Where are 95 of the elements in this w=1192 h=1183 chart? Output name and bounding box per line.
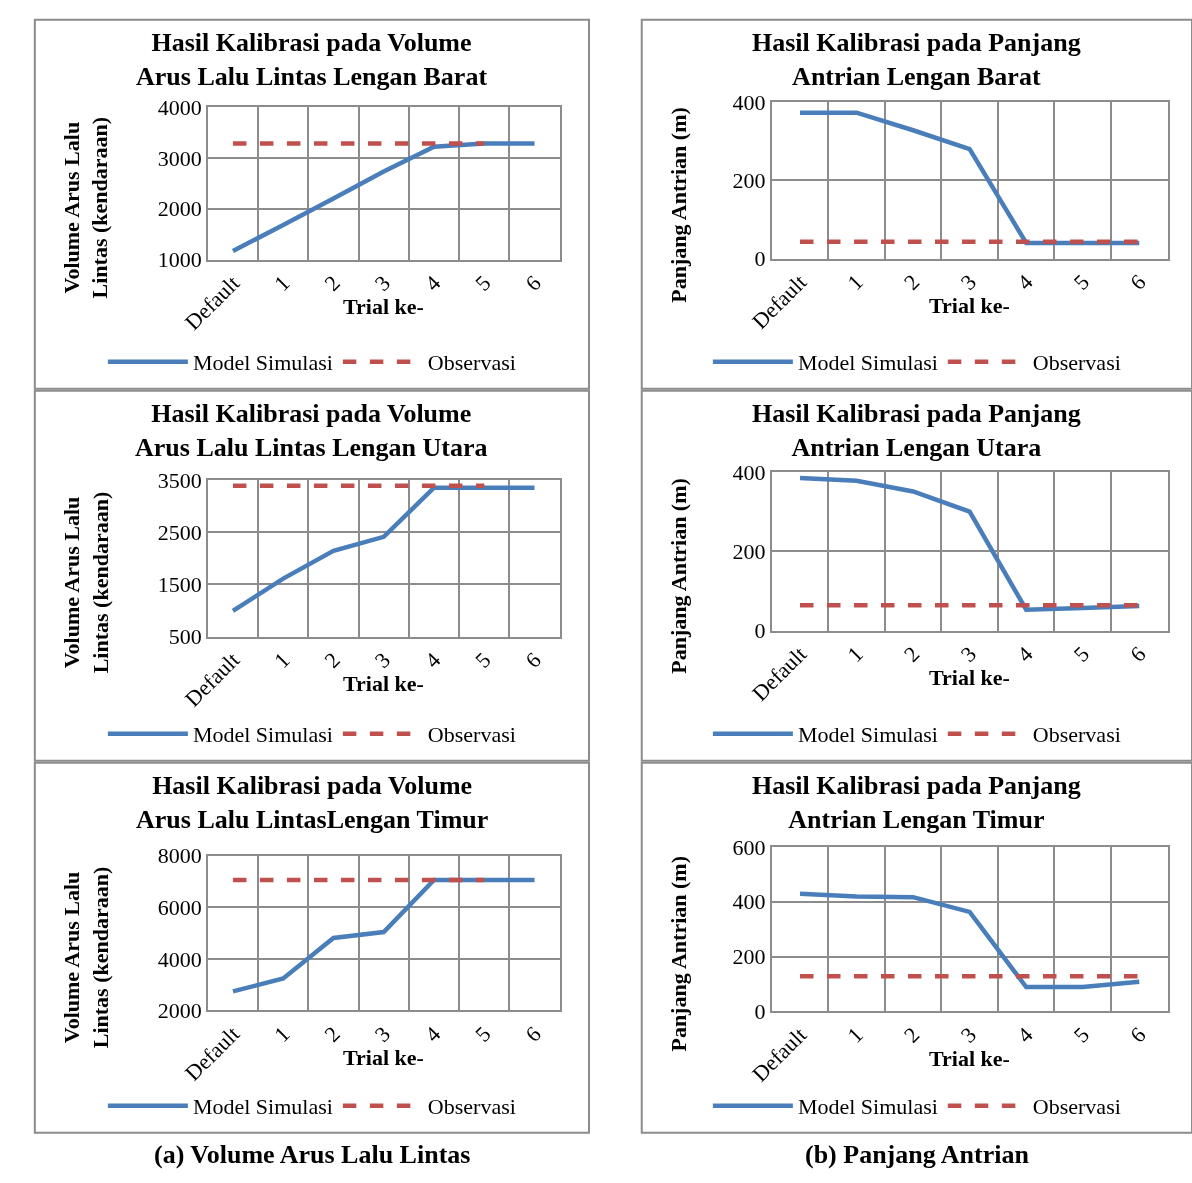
x-tick-label: 5 [470, 1021, 496, 1047]
x-tick-label: 2 [898, 269, 925, 295]
x-tick-label: 6 [1125, 269, 1151, 295]
x-tick-label: 3 [955, 269, 981, 295]
x-tick-label: 6 [1125, 1022, 1151, 1048]
x-tick-label: 4 [419, 647, 446, 673]
legend-label: Observasi [1032, 722, 1121, 748]
x-tick-label: 5 [470, 647, 496, 673]
x-tick-label: 3 [369, 1021, 396, 1047]
x-tick-label: 6 [520, 1021, 546, 1047]
chart-title: Hasil Kalibrasi pada Volume Arus Lalu Lintas Lengan Utara [135, 399, 488, 462]
x-axis-title: Trial ke- [929, 293, 1010, 318]
x-tick-label: 4 [419, 270, 446, 296]
x-tick-label: 2 [898, 641, 925, 667]
x-tick-label: 1 [269, 270, 295, 296]
x-tick-label: 3 [955, 641, 981, 667]
y-tick-label: 200 [732, 168, 766, 194]
x-axis-title: Trial ke- [343, 671, 424, 696]
legend-label: Model Simulasi [192, 722, 333, 748]
legend-label: Model Simulasi [192, 1094, 333, 1120]
y-axis-title: Volume Arus Lalu Lintas (kendaraan) [58, 491, 113, 674]
y-tick-label: 400 [732, 889, 766, 915]
x-axis-title: Trial ke- [929, 665, 1010, 690]
y-axis-title: Volume Arus Lalu Lintas (kendaraan) [59, 866, 113, 1049]
y-tick-label: 3000 [157, 145, 202, 171]
legend-label: Model Simulasi [797, 1094, 938, 1120]
chart-title: Hasil Kalibrasi pada Volume Arus Lalu Lintas Lengan Barat [136, 28, 488, 91]
text: (b) Panjang Antrian [805, 1140, 1030, 1169]
y-tick-label: 1000 [157, 247, 202, 273]
y-tick-label: 0 [754, 999, 766, 1025]
y-tick-label: 400 [732, 459, 766, 485]
y-axis-title: Panjang Antrian (m) [666, 856, 692, 1052]
y-tick-label: 2500 [157, 519, 202, 545]
x-axis-title: Trial ke- [343, 1045, 424, 1070]
y-tick-label: 2000 [157, 998, 202, 1024]
x-tick-label: 3 [369, 647, 396, 673]
x-tick-label: 2 [319, 270, 345, 296]
x-tick-label: 4 [1012, 1022, 1038, 1048]
chart-title: Hasil Kalibrasi pada Volume Arus Lalu LintasLengan Timur [136, 771, 489, 834]
x-tick-label: 4 [1012, 269, 1038, 295]
y-tick-label: 2000 [157, 196, 202, 222]
x-tick-label: 6 [1125, 641, 1151, 667]
x-tick-label: 5 [470, 270, 496, 296]
y-tick-label: 200 [732, 944, 766, 970]
legend-label: Observasi [1032, 1094, 1121, 1120]
legend-label: Model Simulasi [797, 722, 938, 748]
legend-label: Model Simulasi [797, 350, 938, 376]
x-tick-label: 2 [319, 1021, 345, 1047]
legend-label: Model Simulasi [192, 350, 333, 376]
x-tick-label: 3 [369, 270, 396, 296]
line-series [797, 891, 1142, 990]
chart-title: Hasil Kalibrasi pada Panjang Antrian Lengan Barat [752, 28, 1081, 91]
y-tick-label: 400 [732, 89, 766, 115]
x-tick-label: 5 [1068, 269, 1095, 295]
y-tick-label: 3500 [157, 467, 202, 493]
x-tick-label: 1 [842, 269, 868, 295]
x-tick-label: 4 [419, 1021, 446, 1047]
y-tick-label: 6000 [157, 895, 202, 921]
line-series [230, 877, 537, 994]
x-tick-label: 6 [520, 647, 546, 673]
x-tick-label: 1 [842, 641, 868, 667]
y-tick-label: 500 [168, 624, 202, 650]
x-tick-label: 2 [319, 647, 345, 673]
x-tick-label: 5 [1068, 641, 1095, 667]
x-tick-label: 6 [520, 270, 546, 296]
y-tick-label: 4000 [157, 946, 202, 972]
y-tick-label: 4000 [157, 94, 202, 120]
y-axis-title: Volume Arus Lalu Lintas (kendaraan) [58, 116, 113, 299]
y-tick-label: 200 [732, 539, 766, 565]
y-tick-label: 1500 [157, 572, 202, 598]
x-tick-label: 1 [269, 1021, 295, 1047]
x-tick-label: 1 [269, 647, 295, 673]
chart-title: Hasil Kalibrasi pada Panjang Antrian Lengan Utara [752, 399, 1081, 462]
x-tick-label: 4 [1012, 641, 1038, 667]
x-tick-label: 5 [1068, 1022, 1095, 1048]
y-axis-title: Panjang Antrian (m) [666, 478, 692, 674]
text: (a) Volume Arus Lalu Lintas [154, 1140, 471, 1169]
x-tick-label: 3 [955, 1022, 981, 1048]
y-tick-label: 600 [732, 834, 766, 860]
legend-label: Observasi [427, 722, 516, 748]
y-axis-title: Panjang Antrian (m) [666, 107, 692, 303]
y-tick-label: 0 [754, 618, 766, 644]
line-series [230, 141, 537, 254]
legend-label: Observasi [427, 350, 516, 376]
legend-label: Observasi [427, 1094, 516, 1120]
legend-label: Observasi [1032, 350, 1121, 376]
x-axis-title: Trial ke- [343, 294, 424, 319]
x-tick-label: 2 [898, 1022, 925, 1048]
y-tick-label: 8000 [157, 843, 202, 869]
x-axis-title: Trial ke- [929, 1046, 1010, 1071]
line-series [797, 475, 1142, 612]
x-tick-label: 1 [842, 1022, 868, 1048]
chart-title: Hasil Kalibrasi pada Panjang Antrian Lengan Timur [752, 771, 1081, 834]
line-series [230, 485, 537, 614]
y-tick-label: 0 [754, 246, 766, 272]
